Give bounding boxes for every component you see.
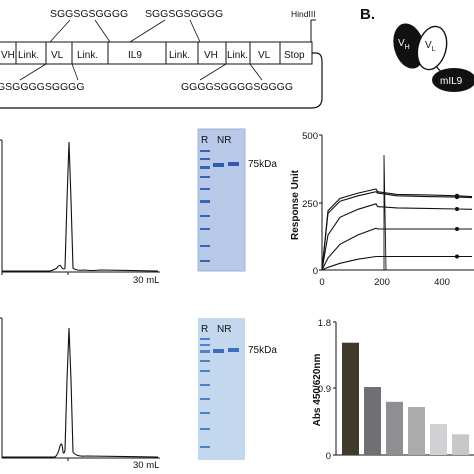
box-link-2: Link. (77, 50, 98, 61)
sec-top-xlabel: 30 mL (133, 275, 159, 286)
spr-xtick-400: 400 (434, 277, 450, 288)
gel-top: R NR 75kDa (197, 128, 277, 272)
spr-ytick-500: 500 (302, 131, 318, 142)
box-il9: IL9 (128, 50, 142, 61)
box-vh-1: VH (1, 50, 15, 61)
sec-top-trace (2, 141, 159, 272)
gel-bottom-marker: 75kDa (248, 345, 277, 356)
mil9-label: mIL9 (440, 76, 463, 87)
elisa-bar-chart: Abs 450/620nm 1.8 0.9 0 (312, 318, 474, 462)
gel-top-band-nr (228, 162, 239, 166)
spr-series-line-2 (321, 191, 473, 271)
sec-chromatogram-bottom: 30 mL (0, 317, 160, 471)
spr-ytick-0: 0 (313, 266, 318, 277)
spr-series-line-3 (321, 203, 473, 271)
gel-bottom-lane-area (198, 318, 245, 460)
sec-bottom-xlabel: 30 mL (133, 460, 159, 471)
spr-series-marker-3 (455, 207, 459, 211)
gel-bottom-band-r (213, 349, 224, 353)
vector-backbone (0, 52, 323, 109)
linker-seq-bottom-left: SGSGGGGSGGGG (0, 81, 85, 93)
box-link-3: Link. (169, 50, 190, 61)
spr-xtick-0: 0 (319, 277, 324, 288)
sec-chromatogram-top: 30 mL (0, 139, 160, 286)
box-stop: Stop (284, 50, 305, 61)
bar-1 (342, 342, 359, 455)
linker-seq-bottom-right: GGGGSGGGGSGGGG (181, 81, 293, 93)
spr-series-line-1 (321, 188, 473, 271)
box-vl-2: VL (258, 50, 271, 61)
panel-b-label: B. (360, 6, 375, 23)
spr-series-line-4 (321, 227, 472, 271)
box-link-1: Link. (18, 50, 39, 61)
linker-seq-top-left: SGGSGSGGGG (50, 8, 128, 20)
vl-domain (416, 25, 448, 71)
spr-series-line-5 (321, 255, 472, 271)
gel-bottom-lane-nr: NR (217, 324, 231, 335)
spr-series-marker-2 (455, 195, 459, 200)
bar-ytick-zero: 0 (326, 451, 331, 462)
bar-ylabel: Abs 450/620nm (312, 353, 323, 426)
spr-ytick-250: 250 (302, 199, 318, 210)
gel-top-lane-r: R (201, 135, 208, 146)
spr-series-marker-4 (455, 227, 459, 231)
spr-injection-spike (383, 154, 387, 271)
box-link-4: Link. (227, 50, 248, 61)
vl-label: VL (425, 40, 436, 53)
bar-3 (386, 401, 403, 455)
construct-diagram: SGGSGSGGGG SGGSGSGGGG HindIII VH Link. V… (0, 8, 323, 109)
gel-bottom: R NR 75kDa (198, 318, 277, 460)
spr-series-marker-5 (455, 254, 459, 259)
vh-domain (393, 23, 425, 69)
gel-bottom-lane-r: R (201, 324, 208, 335)
vh-label: VH (398, 38, 410, 51)
box-vh-2: VH (204, 50, 218, 61)
gel-top-lane-nr: NR (217, 135, 231, 146)
mil9-domain (432, 68, 474, 92)
linker-seq-top-right: SGGSGSGGGG (145, 8, 223, 20)
bar-5 (430, 424, 447, 455)
bar-ytick-mid: 0.9 (318, 384, 331, 395)
bar-2 (364, 387, 381, 455)
spr-xtick-200: 200 (374, 277, 390, 288)
gel-top-marker: 75kDa (248, 159, 277, 170)
gel-bottom-band-nr (228, 348, 239, 352)
bar-4 (408, 407, 425, 455)
bar-ytick-max: 1.8 (318, 318, 331, 329)
hindiii-label: HindIII (291, 9, 316, 19)
spr-sensorgram: Response Unit 500 250 0 0 200 400 (290, 131, 474, 288)
construct-boxes: VH Link. VL Link. IL9 Link. VH Link. VL … (0, 41, 313, 65)
bar-6 (452, 434, 469, 455)
box-vl-1: VL (51, 50, 64, 61)
spr-ylabel: Response Unit (290, 169, 301, 240)
gel-top-band-r (213, 163, 224, 167)
panel-b: B. VH VL mIL9 (360, 6, 474, 92)
sec-bottom-trace (2, 327, 159, 458)
